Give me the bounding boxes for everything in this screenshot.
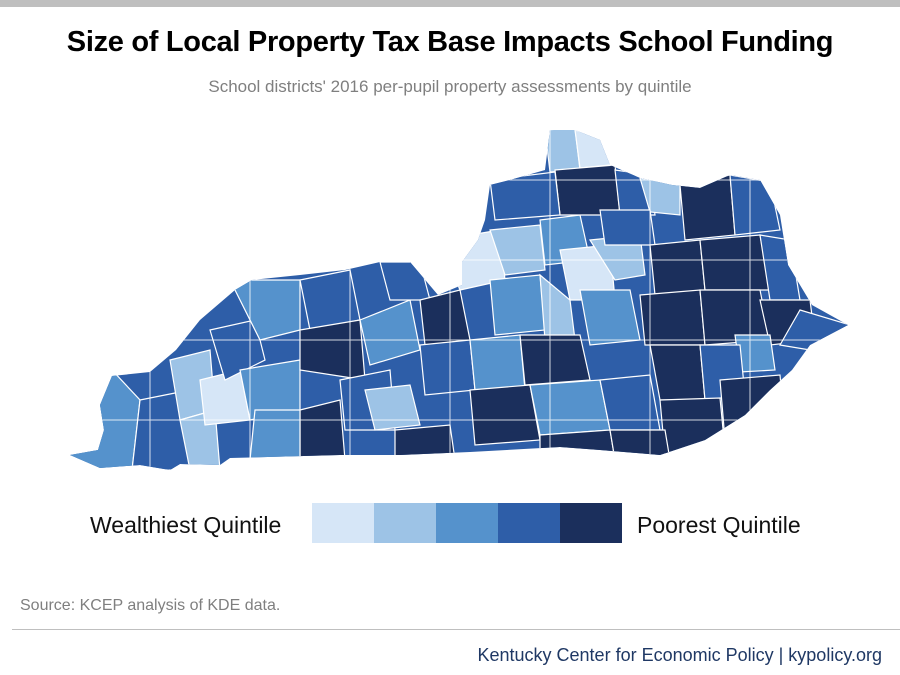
top-rule [0, 0, 900, 7]
legend-swatch-4 [498, 503, 560, 543]
source-note: Source: KCEP analysis of KDE data. [20, 597, 281, 614]
footer-credit: Kentucky Center for Economic Policy | ky… [477, 645, 883, 665]
map-subtitle: School districts' 2016 per-pupil propert… [208, 77, 692, 96]
legend-swatch-2 [374, 503, 436, 543]
kentucky-outline [70, 130, 848, 470]
legend-swatch-3 [436, 503, 498, 543]
footer-divider [12, 629, 900, 630]
legend-high-label: Poorest Quintile [637, 512, 801, 538]
legend-swatch-1 [312, 503, 374, 543]
legend-swatch-5 [560, 503, 622, 543]
legend-color-scale [312, 503, 622, 543]
legend-low-label: Wealthiest Quintile [90, 512, 282, 538]
map-title: Size of Local Property Tax Base Impacts … [66, 26, 834, 58]
